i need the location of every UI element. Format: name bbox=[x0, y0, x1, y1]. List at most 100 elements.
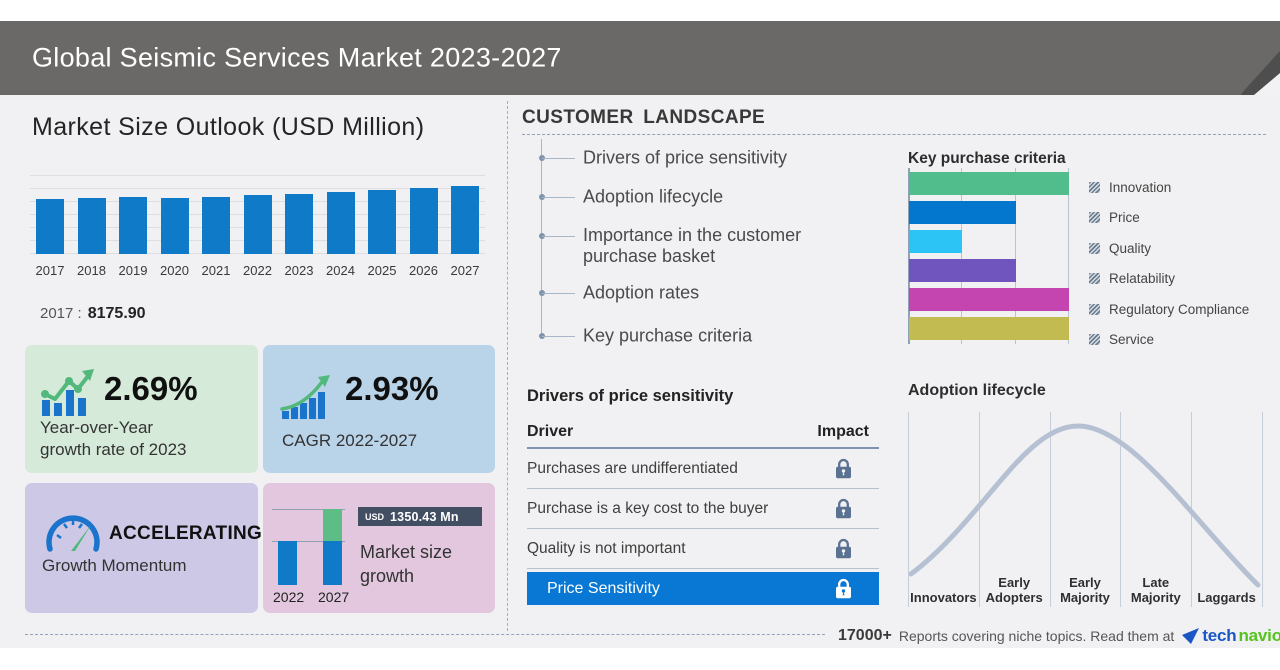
driver-label: Purchase is a key cost to the buyer bbox=[527, 499, 769, 517]
landscape-item: Importance in the customer purchase bask… bbox=[583, 225, 802, 266]
cagr-value: 2.93% bbox=[345, 370, 439, 407]
legend-hatch-marker bbox=[1089, 242, 1100, 254]
list-connector bbox=[542, 236, 575, 237]
year-tick: 2017 bbox=[35, 263, 65, 278]
customer-landscape-underline bbox=[522, 134, 1266, 135]
market-size-outlook-title: Market Size Outlook (USD Million) bbox=[32, 113, 425, 141]
kpc-bar-service bbox=[909, 317, 1069, 340]
year-tick: 2025 bbox=[367, 263, 397, 278]
driver-column-header: Driver bbox=[527, 423, 574, 440]
lifecycle-stage-labels: Innovators Early Adopters Early Majority La… bbox=[908, 412, 1262, 607]
legend-item: Innovation bbox=[1089, 176, 1249, 199]
lock-icon bbox=[835, 538, 879, 559]
list-connector bbox=[542, 336, 575, 337]
year-tick: 2020 bbox=[160, 263, 189, 278]
market-size-growth-card: 2022 2027 USD 1350.43 Mn Market size gro… bbox=[263, 483, 495, 613]
key-purchase-criteria-legend: Innovation Price Quality Relatability Regula… bbox=[1089, 176, 1249, 351]
column-divider bbox=[507, 101, 508, 631]
market-bar-2025 bbox=[368, 190, 396, 254]
stage-label: Innovators bbox=[910, 590, 977, 605]
base-year-value: 2017 : 8175.90 bbox=[40, 305, 146, 323]
growth-to-year: 2027 bbox=[318, 589, 350, 605]
customer-landscape-list: Drivers of price sensitivity Adoption lif… bbox=[538, 139, 882, 346]
kpc-gridline bbox=[1014, 168, 1016, 344]
table-header: Driver Impact bbox=[527, 417, 879, 449]
key-purchase-criteria-title: Key purchase criteria bbox=[908, 150, 1066, 167]
market-size-bar-chart bbox=[30, 163, 485, 254]
momentum-label: Growth Momentum bbox=[42, 556, 187, 575]
year-tick: 2026 bbox=[409, 263, 438, 278]
year-tick: 2022 bbox=[243, 263, 272, 278]
market-bar-2022 bbox=[243, 195, 272, 254]
market-bar-2018 bbox=[77, 198, 106, 254]
growth-bar-2022 bbox=[278, 541, 297, 585]
year-tick: 2023 bbox=[284, 263, 314, 278]
customer-landscape-title: CUSTOMER LANDSCAPE bbox=[522, 107, 766, 128]
technavio-triangle-icon bbox=[1182, 627, 1200, 644]
highlight-row-label: Price Sensitivity bbox=[547, 579, 660, 597]
legend-label: Relatability bbox=[1109, 271, 1176, 287]
driver-row: Purchases are undifferentiated bbox=[527, 449, 879, 489]
yoy-label: Year-over-Year growth rate of 2023 bbox=[40, 418, 187, 459]
header-bar: Global Seismic Services Market 2023-2027 bbox=[0, 21, 1280, 95]
landscape-item: Drivers of price sensitivity bbox=[583, 147, 788, 168]
lock-icon bbox=[835, 458, 879, 479]
footer-dashed-line bbox=[25, 634, 825, 635]
stage-label: Late Majority bbox=[1130, 575, 1181, 605]
cagr-growth-icon bbox=[280, 375, 330, 419]
adoption-lifecycle-title: Adoption lifecycle bbox=[908, 382, 1046, 399]
kpc-gridline bbox=[1068, 168, 1069, 344]
landscape-item: Adoption rates bbox=[583, 282, 700, 303]
kpc-gridline bbox=[908, 168, 910, 344]
footer-text: 17000+ Reports covering niche topics. Re… bbox=[838, 626, 1280, 646]
page-curl-decoration bbox=[1240, 51, 1280, 95]
legend-hatch-marker bbox=[1089, 182, 1100, 193]
market-bar-2023 bbox=[285, 194, 313, 254]
growth-amount-badge: USD 1350.43 Mn bbox=[358, 507, 482, 526]
driver-label: Quality is not important bbox=[527, 539, 686, 557]
growth-from-year: 2022 bbox=[273, 589, 305, 605]
year-tick: 2027 bbox=[450, 263, 480, 278]
lock-icon bbox=[835, 498, 879, 519]
base-year-label: 2017 : bbox=[40, 305, 82, 322]
lifecycle-gridline bbox=[1049, 412, 1051, 607]
growth-bar-2027-increment bbox=[323, 509, 342, 541]
list-bullet bbox=[538, 155, 545, 161]
trend-bars-icon bbox=[41, 369, 94, 416]
kpc-bar-regulatory-compliance bbox=[909, 288, 1069, 311]
footer-tagline: Reports covering niche topics. Read them… bbox=[898, 628, 1175, 644]
content-area: Market Size Outlook (USD Million) 2017 20… bbox=[0, 95, 1280, 648]
driver-label: Purchases are undifferentiated bbox=[527, 459, 738, 477]
impact-column-header: Impact bbox=[817, 423, 869, 440]
growth-ref-line-top bbox=[272, 509, 345, 510]
kpc-bar-innovation bbox=[909, 172, 1069, 195]
list-connector bbox=[542, 293, 575, 294]
market-bar-2021 bbox=[202, 197, 230, 254]
kpc-bar-relatability bbox=[909, 259, 1016, 282]
legend-label: Innovation bbox=[1109, 180, 1172, 195]
growth-ref-line-base bbox=[272, 541, 345, 542]
price-sensitivity-title: Drivers of price sensitivity bbox=[527, 387, 734, 405]
market-bar-2020 bbox=[160, 198, 189, 254]
list-bullet bbox=[538, 333, 545, 339]
landscape-item: Adoption lifecycle bbox=[583, 186, 724, 207]
growth-momentum-card: ACCELERATING Growth Momentum bbox=[25, 483, 262, 613]
lifecycle-gridline bbox=[1120, 412, 1122, 607]
list-connector bbox=[542, 197, 575, 198]
legend-hatch-marker bbox=[1089, 303, 1100, 315]
year-tick: 2021 bbox=[201, 263, 231, 278]
yoy-value: 2.69% bbox=[104, 370, 198, 407]
cagr-label: CAGR 2022-2027 bbox=[282, 431, 418, 450]
market-size-year-axis: 2017 2018 2019 2020 2021 2022 2023 2024 2025 2026… bbox=[30, 263, 485, 278]
market-bar-2024 bbox=[326, 192, 355, 254]
market-bar-2017 bbox=[36, 199, 64, 254]
year-tick: 2018 bbox=[77, 263, 106, 278]
speedometer-icon bbox=[46, 515, 100, 552]
legend-hatch-marker bbox=[1089, 333, 1100, 345]
lifecycle-gridline bbox=[908, 412, 909, 607]
adoption-lifecycle-chart: Innovators Early Adopters Early Majority La… bbox=[908, 412, 1263, 607]
kpc-bar-quality bbox=[909, 230, 963, 253]
legend-label: Quality bbox=[1109, 240, 1152, 256]
stage-label: Laggards bbox=[1197, 590, 1256, 605]
legend-label: Service bbox=[1109, 331, 1155, 347]
